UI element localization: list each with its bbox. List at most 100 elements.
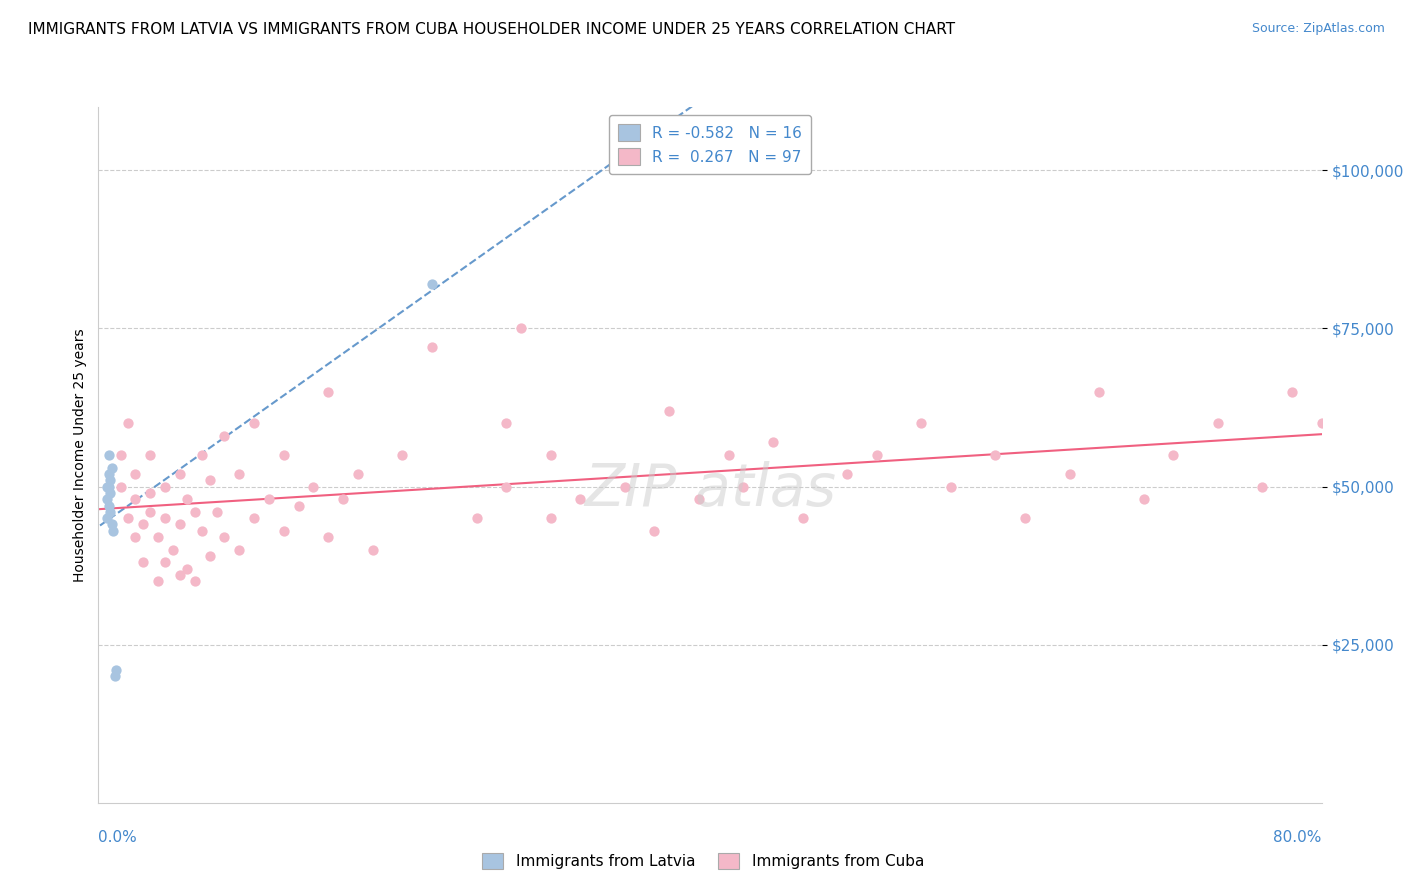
Point xyxy=(420,340,443,354)
Text: ZIP atlas: ZIP atlas xyxy=(583,461,837,518)
Point xyxy=(104,669,127,683)
Point xyxy=(939,479,962,493)
Point xyxy=(97,499,120,513)
Point xyxy=(273,448,295,462)
Point xyxy=(110,448,132,462)
Point xyxy=(96,492,118,507)
Y-axis label: Householder Income Under 25 years: Householder Income Under 25 years xyxy=(73,328,87,582)
Point xyxy=(176,562,198,576)
Point xyxy=(287,499,309,513)
Point xyxy=(658,403,681,417)
Point xyxy=(257,492,280,507)
Point xyxy=(169,467,191,481)
Point xyxy=(124,492,146,507)
Point xyxy=(302,479,325,493)
Point xyxy=(97,448,120,462)
Point xyxy=(98,486,121,500)
Text: Source: ZipAtlas.com: Source: ZipAtlas.com xyxy=(1251,22,1385,36)
Point xyxy=(153,479,176,493)
Point xyxy=(97,467,120,481)
Point xyxy=(420,277,443,292)
Point xyxy=(191,448,214,462)
Point xyxy=(146,530,169,544)
Point xyxy=(361,542,384,557)
Point xyxy=(984,448,1007,462)
Point xyxy=(169,517,191,532)
Point xyxy=(103,524,125,538)
Point xyxy=(214,530,236,544)
Point xyxy=(132,517,155,532)
Point xyxy=(198,549,221,563)
Point xyxy=(153,511,176,525)
Point xyxy=(273,524,295,538)
Point xyxy=(540,448,562,462)
Point xyxy=(316,384,339,399)
Point xyxy=(214,429,236,443)
Point xyxy=(146,574,169,589)
Point xyxy=(124,530,146,544)
Point xyxy=(1163,448,1185,462)
Text: IMMIGRANTS FROM LATVIA VS IMMIGRANTS FROM CUBA HOUSEHOLDER INCOME UNDER 25 YEARS: IMMIGRANTS FROM LATVIA VS IMMIGRANTS FRO… xyxy=(28,22,955,37)
Point xyxy=(228,467,250,481)
Point xyxy=(910,417,932,431)
Point xyxy=(243,511,266,525)
Point xyxy=(495,479,517,493)
Point xyxy=(569,492,592,507)
Point xyxy=(643,524,665,538)
Point xyxy=(717,448,740,462)
Point xyxy=(100,517,122,532)
Point xyxy=(332,492,354,507)
Legend: R = -0.582   N = 16, R =  0.267   N = 97: R = -0.582 N = 16, R = 0.267 N = 97 xyxy=(609,115,811,175)
Point xyxy=(176,492,198,507)
Point xyxy=(347,467,370,481)
Point xyxy=(1281,384,1303,399)
Point xyxy=(96,511,118,525)
Point xyxy=(688,492,710,507)
Point xyxy=(1088,384,1111,399)
Point xyxy=(117,511,139,525)
Point xyxy=(1014,511,1036,525)
Point xyxy=(132,556,155,570)
Point xyxy=(762,435,785,450)
Point xyxy=(169,568,191,582)
Point xyxy=(124,467,146,481)
Point xyxy=(1251,479,1274,493)
Point xyxy=(98,505,121,519)
Point xyxy=(540,511,562,525)
Point xyxy=(837,467,859,481)
Point xyxy=(97,479,120,493)
Point xyxy=(105,663,128,677)
Point xyxy=(391,448,413,462)
Point xyxy=(162,542,184,557)
Point xyxy=(117,417,139,431)
Text: 0.0%: 0.0% xyxy=(98,830,138,845)
Point xyxy=(198,473,221,487)
Point xyxy=(1310,417,1333,431)
Point xyxy=(1059,467,1081,481)
Point xyxy=(98,473,121,487)
Point xyxy=(228,542,250,557)
Text: 80.0%: 80.0% xyxy=(1274,830,1322,845)
Point xyxy=(139,486,162,500)
Point xyxy=(139,448,162,462)
Point xyxy=(205,505,228,519)
Point xyxy=(243,417,266,431)
Point xyxy=(733,479,755,493)
Legend: Immigrants from Latvia, Immigrants from Cuba: Immigrants from Latvia, Immigrants from … xyxy=(475,847,931,875)
Point xyxy=(495,417,517,431)
Point xyxy=(866,448,889,462)
Point xyxy=(792,511,814,525)
Point xyxy=(1206,417,1229,431)
Point xyxy=(184,505,207,519)
Point xyxy=(191,524,214,538)
Point xyxy=(184,574,207,589)
Point xyxy=(1132,492,1154,507)
Point xyxy=(153,556,176,570)
Point xyxy=(100,460,122,475)
Point xyxy=(613,479,636,493)
Point xyxy=(110,479,132,493)
Point xyxy=(465,511,488,525)
Point xyxy=(316,530,339,544)
Point xyxy=(510,321,533,335)
Point xyxy=(139,505,162,519)
